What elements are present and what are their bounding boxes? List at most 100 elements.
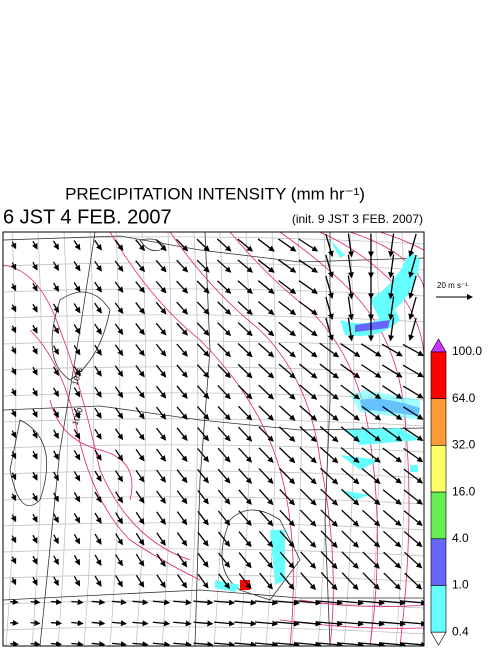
wind-arrow [112,641,127,646]
wind-arrow [402,406,424,420]
wind-vectors [10,233,424,646]
wind-arrow [295,599,322,606]
wind-arrow [341,551,359,569]
wind-arrow [213,620,236,627]
wind-arrow [237,405,253,421]
wind-arrow [361,364,382,378]
wind-arrow [238,552,252,569]
wind-arrow [196,343,210,357]
wind-arrow [258,384,274,400]
wind-arrow [132,641,149,646]
wind-arrow [173,641,192,646]
wind-arrow [257,280,275,294]
wind-arrow [32,408,38,418]
wind-arrow [408,233,417,258]
wind-arrow [216,238,232,252]
wind-arrow [135,365,145,378]
colorbar-label: 0.4 [452,624,469,638]
wind-arrow [50,620,63,626]
wind-arrow [383,572,401,590]
wind-arrow [73,555,81,566]
wind-arrow [73,261,81,272]
wind-arrow [176,280,189,294]
wind-arrow [299,530,317,548]
colorbar-label: 4.0 [452,531,469,545]
wind-arrow [217,343,231,358]
wind-arrow [10,535,17,544]
meridian [57,232,69,646]
wind-arrow [73,345,81,356]
wind-arrow [319,446,339,464]
wind-arrow [152,599,171,606]
wind-arrow [196,322,210,336]
wind-arrow [50,641,63,646]
wind-arrow [402,364,424,378]
wind-arrow [193,620,214,627]
wind-arrow [361,405,382,421]
wind-legend-label: 20 m s⁻¹ [437,281,468,290]
wind-arrow [237,322,253,337]
wind-arrow [217,301,232,315]
wind-arrow [32,555,38,565]
parallel [3,522,424,531]
wind-arrow [299,488,317,506]
wind-arrow [382,405,403,421]
wind-arrow [73,240,81,251]
wind-arrow [383,530,402,548]
wind-arrow [94,302,102,314]
wind-arrow [347,317,354,342]
wind-arrow [325,317,334,342]
wind-arrow [388,296,395,321]
wind-arrow [156,553,166,567]
colorbar-box [430,351,447,400]
wind-arrow [32,450,38,460]
colorbar-box [430,445,447,493]
parallel [3,418,424,427]
wind-arrow [32,576,38,586]
wind-arrow [94,554,102,566]
wind-arrow [197,531,209,547]
wind-arrow [279,509,295,527]
wind-arrow [114,239,124,251]
wind-arrow [361,488,381,506]
wind-arrow [258,468,274,485]
wind-arrow [32,324,38,334]
wind-arrow [336,641,365,646]
wind-arrow [278,405,296,421]
wind-arrow [94,428,102,440]
wind-arrow [176,448,188,463]
wind-arrow [378,641,407,646]
wind-arrow [258,489,274,506]
wind-arrow [114,449,124,462]
wind-arrow [320,467,339,485]
wind-arrow [279,530,295,548]
wind-arrow [298,259,318,273]
wind-arrow [53,555,59,566]
wind-arrow [53,282,59,293]
wind-arrow [32,261,38,271]
wind-arrow [278,363,296,379]
wind-arrow [361,384,382,400]
wind-arrow [217,489,231,505]
wind-arrow [176,427,188,441]
wind-arrow [71,620,84,627]
wind-arrow [320,551,338,570]
parallel [3,496,424,505]
wind-arrow [73,492,81,503]
wind-arrow [298,238,319,252]
wind-arrow [399,599,424,606]
wind-arrow [196,364,210,379]
wind-arrow [340,467,360,485]
wind-arrow [156,427,167,441]
wind-arrow [91,620,106,627]
wind-arrow [135,260,145,273]
wind-arrow [176,532,188,547]
wind-arrow [279,468,296,485]
wind-arrow [156,469,166,483]
wind-arrow [10,619,19,626]
wind-arrow [336,620,365,627]
wind-arrow [278,384,296,400]
wind-arrow [53,513,59,524]
wind-arrow [32,471,38,481]
wind-arrow [197,510,209,526]
